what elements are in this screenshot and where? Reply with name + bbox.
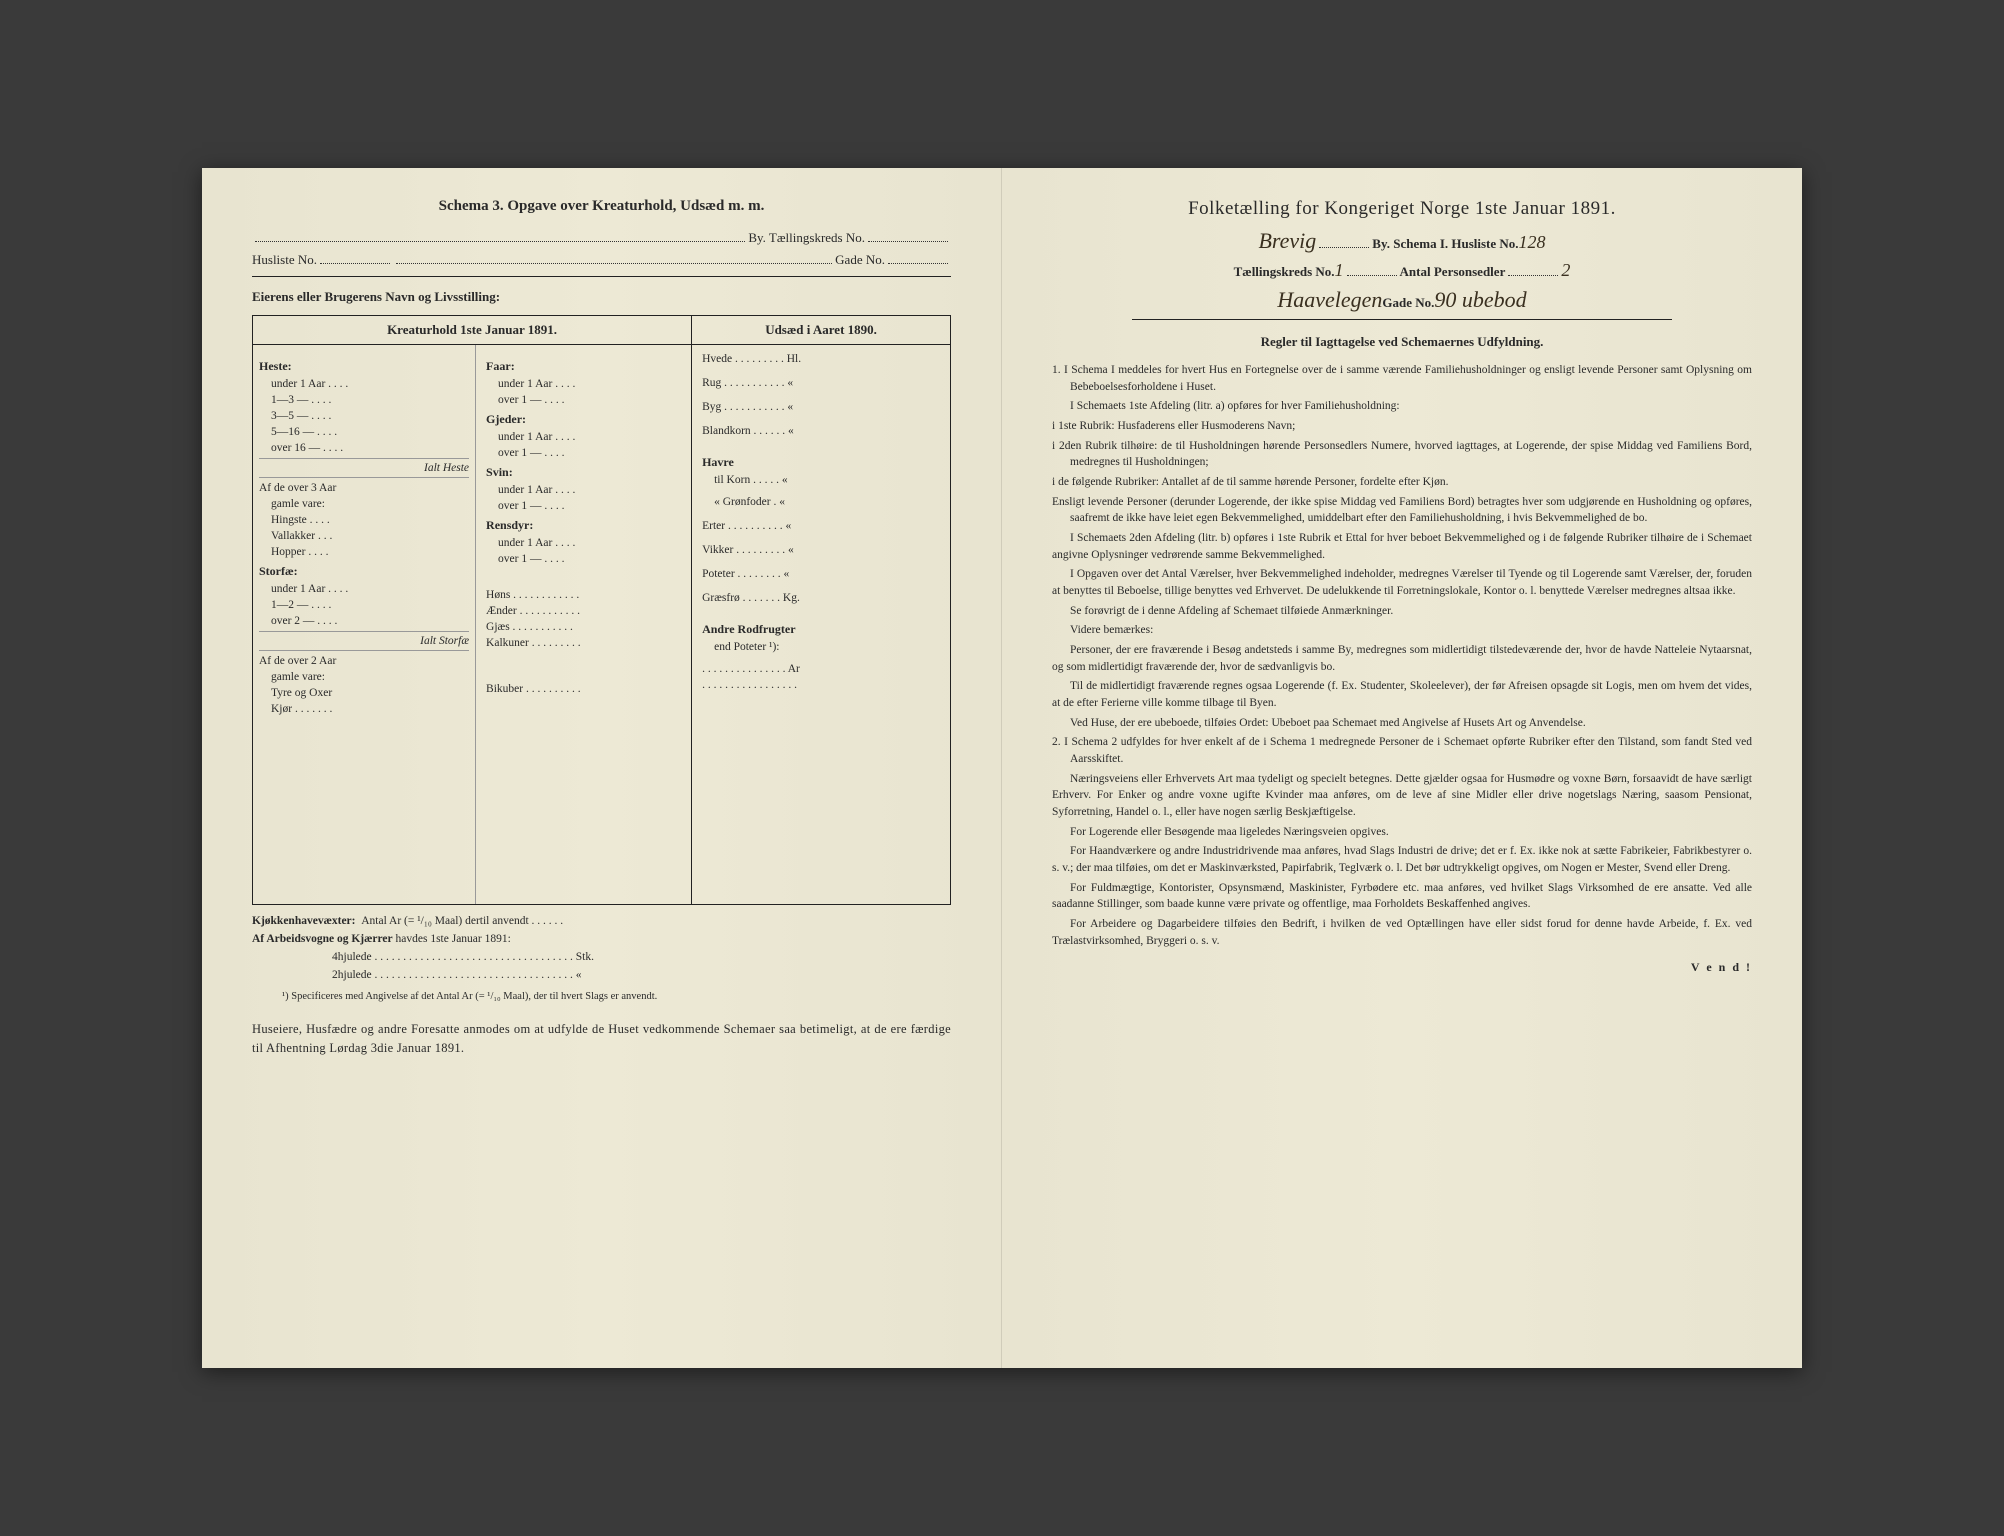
rule-1f: Ensligt levende Personer (derunder Loger… [1052, 494, 1752, 527]
col-faar-svin: Faar: under 1 Aar . . . . over 1 — . . .… [476, 345, 692, 904]
document-spread: Schema 3. Opgave over Kreaturhold, Udsæd… [202, 168, 1802, 1368]
col-udsaed: Hvede . . . . . . . . . Hl. Rug . . . . … [692, 345, 950, 904]
rule-1a: 1. I Schema I meddeles for hvert Hus en … [1052, 362, 1752, 395]
rules-body: 1. I Schema I meddeles for hvert Hus en … [1052, 362, 1752, 950]
footnote: ¹) Specificeres med Angivelse af det Ant… [252, 991, 951, 1002]
rule-1e: i de følgende Rubriker: Antallet af de t… [1052, 474, 1752, 491]
rule-2d: For Haandværkere og andre Industridriven… [1052, 843, 1752, 876]
below-table-section: Kjøkkenhavevæxter: Antal Ar (= ¹/₁₀ Maal… [252, 915, 951, 981]
th-kreatur: Kreaturhold 1ste Januar 1891. [253, 316, 692, 344]
right-page: Folketælling for Kongeriget Norge 1ste J… [1002, 168, 1802, 1368]
rule-1l: Til de midlertidigt fraværende regnes og… [1052, 678, 1752, 711]
andre-title: Andre Rodfrugter [702, 622, 944, 637]
rule-1m: Ved Huse, der ere ubeboede, tilføies Ord… [1052, 715, 1752, 732]
kreatur-table: Kreaturhold 1ste Januar 1891. Udsæd i Aa… [252, 315, 951, 905]
gade-no-label: Gade No. [1382, 295, 1434, 311]
rules-title: Regler til Iagttagelse ved Schemaernes U… [1052, 334, 1752, 350]
gade-line: Haavelegen Gade No. 90 ubebod [1052, 287, 1752, 313]
rule-2f: For Arbeidere og Dagarbeidere tilføies d… [1052, 916, 1752, 949]
by-tk-line: By. Tællingskreds No. [252, 230, 951, 246]
rule-2c: For Logerende eller Besøgende maa ligele… [1052, 824, 1752, 841]
husliste-gade-line: Husliste No. Gade No. [252, 252, 951, 268]
rule-1c: i 1ste Rubrik: Husfaderens eller Husmode… [1052, 418, 1752, 435]
th-udsaed: Udsæd i Aaret 1890. [692, 316, 950, 344]
rensdyr-title: Rensdyr: [486, 518, 685, 533]
hw-by: Brevig [1258, 228, 1316, 254]
by-schema-line: Brevig By. Schema I. Husliste No. 128 [1052, 228, 1752, 254]
faar-title: Faar: [486, 359, 685, 374]
vend-label: V e n d ! [1052, 960, 1752, 975]
rule-1k: Personer, der ere fraværende i Besøg and… [1052, 642, 1752, 675]
hw-gade-no: 90 ubebod [1434, 287, 1526, 313]
rule-2a: 2. I Schema 2 udfyldes for hver enkelt a… [1052, 734, 1752, 767]
hw-tk: 1 [1335, 260, 1344, 281]
left-page: Schema 3. Opgave over Kreaturhold, Udsæd… [202, 168, 1002, 1368]
svin-title: Svin: [486, 465, 685, 480]
storfae-title: Storfæ: [259, 564, 469, 579]
ap-label: Antal Personsedler [1400, 264, 1506, 280]
gjeder-title: Gjeder: [486, 412, 685, 427]
hw-gade: Haavelegen [1277, 287, 1382, 313]
owner-label: Eierens eller Brugerens Navn og Livsstil… [252, 289, 951, 305]
schema3-header: Schema 3. Opgave over Kreaturhold, Udsæd… [252, 198, 951, 215]
tk-label: Tællingskreds No. [1234, 264, 1335, 280]
rule-1j: Videre bemærkes: [1052, 622, 1752, 639]
left-footer: Huseiere, Husfædre og andre Foresatte an… [252, 1020, 951, 1058]
census-title: Folketælling for Kongeriget Norge 1ste J… [1052, 198, 1752, 220]
gade-label: Gade No. [835, 252, 885, 268]
rule-2b: Næringsveiens eller Erhvervets Art maa t… [1052, 771, 1752, 821]
hw-ap: 2 [1561, 260, 1570, 281]
col-heste-storfae: Heste: under 1 Aar . . . . 1—3 — . . . .… [253, 345, 476, 904]
husliste-label: Husliste No. [252, 252, 317, 268]
heste-title: Heste: [259, 359, 469, 374]
rule-2e: For Fuldmægtige, Kontorister, Opsynsmænd… [1052, 880, 1752, 913]
hw-husliste-no: 128 [1519, 232, 1546, 253]
tk-ap-line: Tællingskreds No. 1 Antal Personsedler 2 [1052, 260, 1752, 281]
havre-title: Havre [702, 455, 944, 470]
rule-1d: i 2den Rubrik tilhøire: de til Husholdni… [1052, 438, 1752, 471]
rule-1g: I Schemaets 2den Afdeling (litr. b) opfø… [1052, 530, 1752, 563]
arbeids-label: Af Arbeidsvogne og Kjærrer [252, 933, 393, 945]
by-schema-label: By. Schema I. Husliste No. [1372, 236, 1518, 252]
kjokken-label: Kjøkkenhavevæxter: [252, 915, 356, 927]
by-tk-label: By. Tællingskreds No. [748, 230, 865, 246]
rule-1b: I Schemaets 1ste Afdeling (litr. a) opfø… [1052, 398, 1752, 415]
rule-1h: I Opgaven over det Antal Værelser, hver … [1052, 566, 1752, 599]
rule-1i: Se forøvrigt de i denne Afdeling af Sche… [1052, 603, 1752, 620]
